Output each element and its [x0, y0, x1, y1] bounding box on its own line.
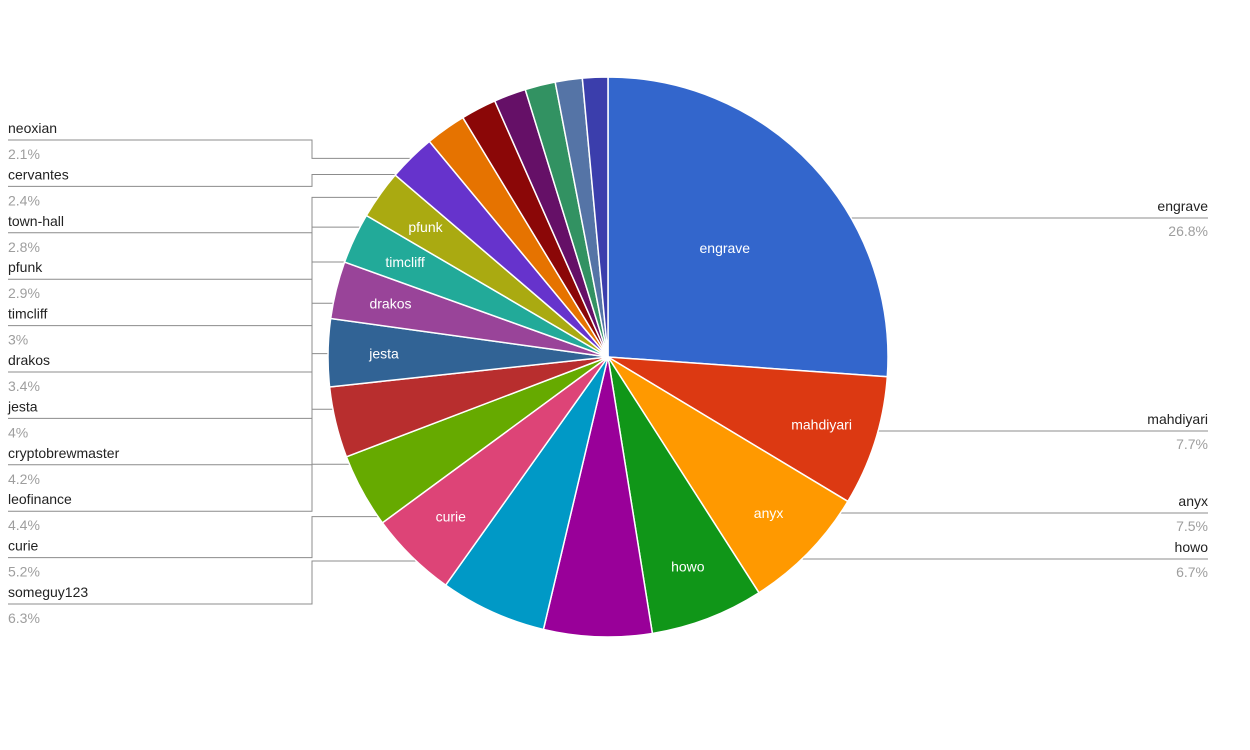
callout-name-leofinance: leofinance: [8, 491, 72, 507]
callout-name-drakos: drakos: [8, 352, 50, 368]
callout-value-cryptobrewmaster: 4.2%: [8, 471, 40, 487]
callout-name-anyx: anyx: [1178, 493, 1208, 509]
slice-label-engrave: engrave: [700, 240, 751, 256]
callout-value-someguy123: 6.3%: [8, 610, 40, 626]
callout-name-someguy123: someguy123: [8, 584, 88, 600]
slice-unlabeled-19[interactable]: [581, 76, 609, 358]
leader-line-someguy123: [8, 560, 516, 605]
callout-name-cervantes: cervantes: [8, 166, 69, 182]
callout-value-timcliff: 3%: [8, 332, 28, 348]
slice-howo[interactable]: [607, 356, 761, 635]
callout-value-curie: 5.2%: [8, 564, 40, 580]
callout-value-anyx: 7.5%: [1176, 518, 1208, 534]
right-callout-labels: engrave 26.8% mahdiyari 7.7% anyx 7.5% howo 6.7…: [1147, 198, 1208, 580]
slice-label-curie: curie: [436, 509, 467, 525]
callout-value-mahdiyari: 7.7%: [1176, 436, 1208, 452]
slice-label-timcliff: timcliff: [385, 254, 425, 270]
callout-value-engrave: 26.8%: [1168, 223, 1208, 239]
callout-name-howo: howo: [1175, 539, 1209, 555]
slice-mahdiyari[interactable]: [607, 356, 889, 503]
callout-value-jesta: 4%: [8, 424, 28, 440]
slice-label-drakos: drakos: [369, 295, 411, 311]
callout-value-cervantes: 2.4%: [8, 192, 40, 208]
callout-value-howo: 6.7%: [1176, 564, 1208, 580]
callout-value-leofinance: 4.4%: [8, 517, 40, 533]
slice-label-anyx: anyx: [754, 505, 784, 521]
pie-slices: [327, 76, 889, 638]
slice-label-jesta: jesta: [368, 346, 399, 362]
slice-label-mahdiyari: mahdiyari: [791, 417, 852, 433]
callout-value-pfunk: 2.9%: [8, 285, 40, 301]
callout-name-curie: curie: [8, 538, 39, 554]
callout-value-neoxian: 2.1%: [8, 146, 40, 162]
slice-label-howo: howo: [671, 558, 705, 574]
callout-name-mahdiyari: mahdiyari: [1147, 411, 1208, 427]
callout-name-timcliff: timcliff: [8, 306, 48, 322]
callout-value-town-hall: 2.8%: [8, 239, 40, 255]
slice-label-pfunk: pfunk: [408, 219, 443, 235]
slice-engrave[interactable]: [607, 76, 889, 378]
callout-name-cryptobrewmaster: cryptobrewmaster: [8, 445, 120, 461]
callout-name-jesta: jesta: [7, 398, 38, 414]
callout-value-drakos: 3.4%: [8, 378, 40, 394]
slice-anyx[interactable]: [607, 356, 849, 594]
slice-inside-labels: engrave mahdiyari anyx howo curie jesta drakos…: [368, 219, 852, 574]
callout-name-town-hall: town-hall: [8, 213, 64, 229]
callout-name-pfunk: pfunk: [8, 259, 43, 275]
leader-line-neoxian: [8, 139, 505, 159]
callout-name-neoxian: neoxian: [8, 120, 57, 136]
left-callout-labels: neoxian 2.1% cervantes 2.4% town-hall 2.8% pfu…: [7, 120, 120, 626]
callout-name-engrave: engrave: [1157, 198, 1208, 214]
